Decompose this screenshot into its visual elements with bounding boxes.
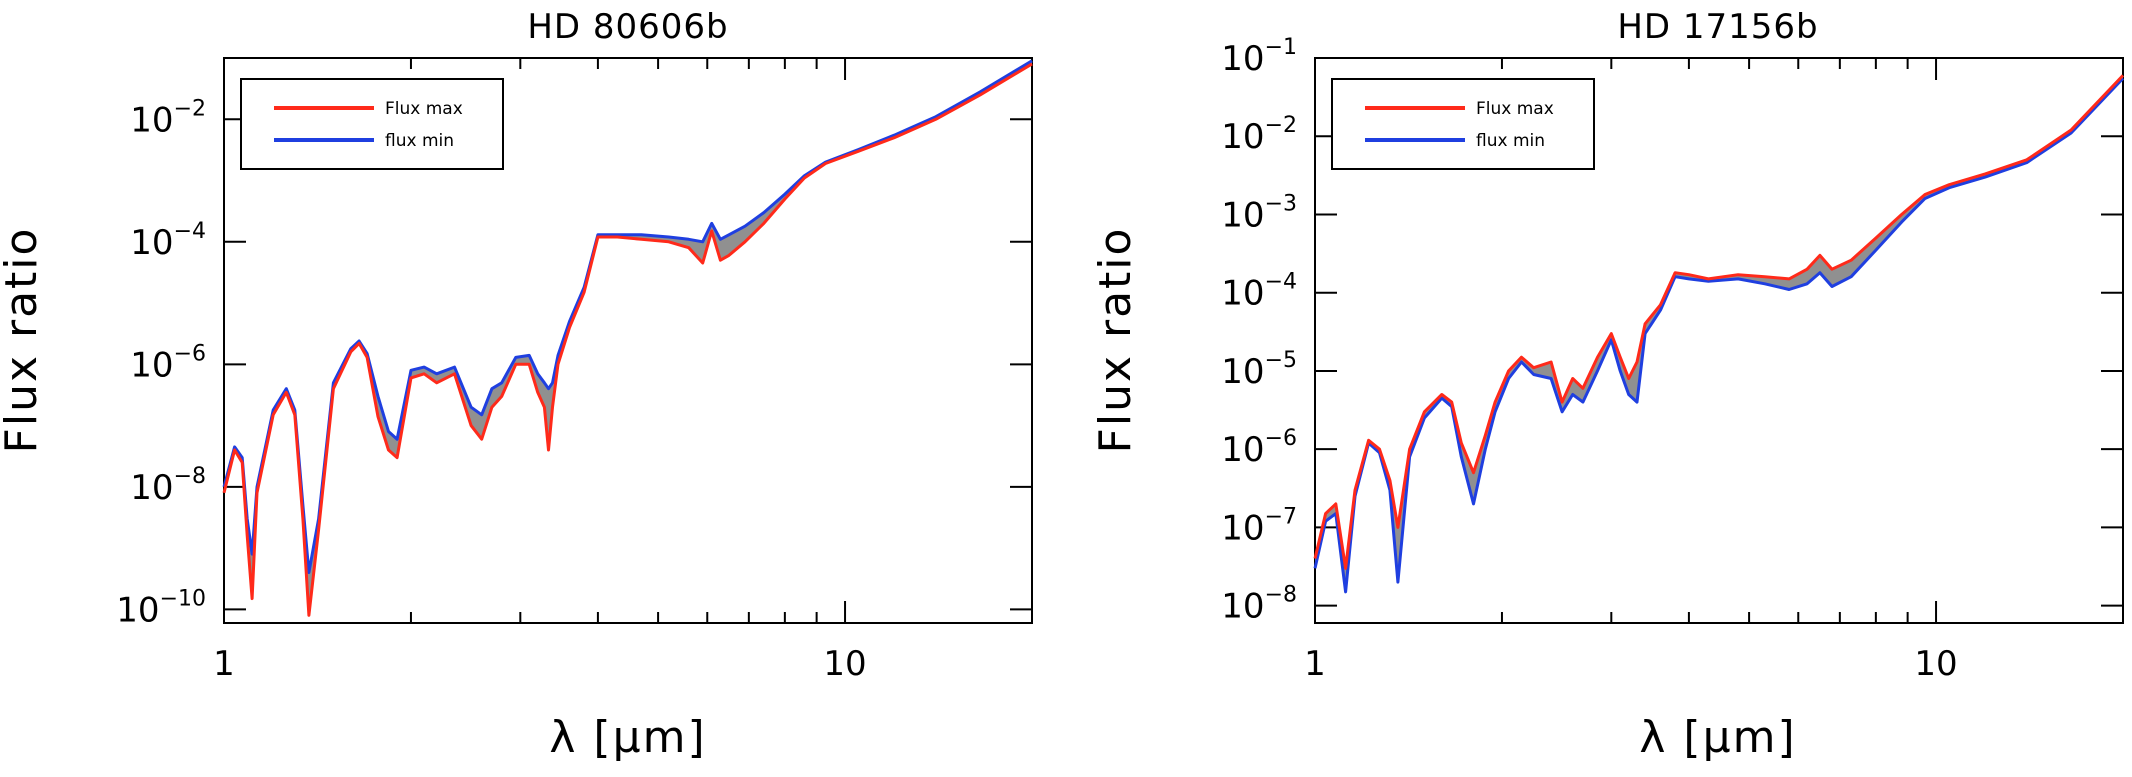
legend: Flux max flux min bbox=[240, 78, 504, 170]
series-line-flux-max bbox=[222, 62, 1033, 617]
legend: Flux max flux min bbox=[1331, 78, 1595, 170]
legend-box bbox=[1331, 78, 1595, 170]
y-tick-label: 10−5 bbox=[1221, 348, 1297, 392]
y-axis-ticks: 10−10 10−8 10−6 10−4 10−2 bbox=[116, 96, 1032, 630]
y-tick-label: 10−4 bbox=[1221, 270, 1297, 314]
y-tick-label: 10−7 bbox=[1221, 504, 1297, 548]
chart-panel-hd17156b: HD 17156b 1 10 10−810−710−610−510−410−310… bbox=[1090, 7, 2125, 763]
y-axis-label: Flux ratio bbox=[1090, 227, 1141, 454]
y-tick-label: 10−8 bbox=[130, 464, 206, 508]
chart-title: HD 17156b bbox=[1617, 7, 1818, 47]
chart-title: HD 80606b bbox=[527, 7, 728, 47]
chart-panel-hd80606b: HD 80606b 1 10 10−10 10−8 10−6 10−4 10−2 Flux… bbox=[0, 7, 1033, 763]
x-axis-label: λ [μm] bbox=[549, 712, 706, 763]
y-tick-label: 10−10 bbox=[116, 586, 206, 630]
series-line-flux-min bbox=[1313, 77, 2125, 594]
plot-frame bbox=[1314, 57, 2124, 624]
legend-label-flux-max: Flux max bbox=[385, 99, 463, 119]
y-axis-label: Flux ratio bbox=[0, 227, 47, 454]
x-tick-label: 1 bbox=[213, 644, 235, 684]
y-tick-label: 10−2 bbox=[130, 96, 206, 140]
y-tick-label: 10−6 bbox=[130, 341, 206, 385]
legend-label-flux-min: flux min bbox=[1476, 131, 1545, 151]
x-axis-ticks: 1 10 bbox=[213, 58, 867, 684]
legend-label-flux-min: flux min bbox=[385, 131, 454, 151]
y-axis-ticks: 10−8 10−7 10−6 10−5 10−4 10−3 10−2 10−1 bbox=[1221, 35, 2123, 627]
x-axis-label: λ [μm] bbox=[1639, 712, 1796, 763]
legend-label-flux-max: Flux max bbox=[1476, 99, 1554, 119]
y-tick-label: 10−8 bbox=[1221, 583, 1297, 627]
y-tick-label: 10−6 bbox=[1221, 426, 1297, 470]
legend-box bbox=[240, 78, 504, 170]
y-tick-label: 10−4 bbox=[130, 219, 206, 263]
spread-band bbox=[1315, 75, 2123, 592]
series-line-flux-max bbox=[1313, 74, 2125, 570]
series-group bbox=[1313, 74, 2125, 594]
y-tick-label: 10−3 bbox=[1221, 191, 1297, 235]
x-axis-ticks: 1 10 bbox=[1304, 58, 1958, 684]
y-tick-label: 10−1 bbox=[1221, 35, 1297, 79]
x-tick-label: 10 bbox=[1914, 644, 1957, 684]
plot-frame bbox=[223, 57, 1033, 624]
x-tick-label: 10 bbox=[823, 644, 866, 684]
x-tick-label: 1 bbox=[1304, 644, 1326, 684]
series-group bbox=[222, 59, 1033, 617]
y-tick-label: 10−2 bbox=[1221, 113, 1297, 157]
